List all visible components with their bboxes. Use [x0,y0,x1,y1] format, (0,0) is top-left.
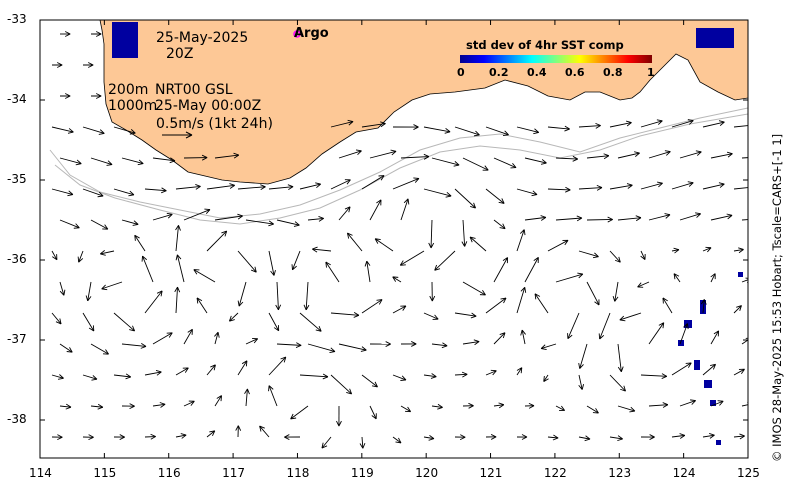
colorbar-title: std dev of 4hr SST comp [466,38,624,52]
product-label: NRT00 GSL [155,82,233,98]
x-tick-label: 123 [608,466,632,480]
x-tick-label: 119 [350,466,374,480]
y-tick-label: -38 [7,412,27,426]
isobath-200m-label: 200m [108,82,149,98]
x-tick-label: 118 [286,466,310,480]
argo-float-marker [293,30,301,38]
axis-ticks [39,19,749,458]
x-tick-label: 116 [157,466,181,480]
x-tick-label: 124 [672,466,696,480]
sst-stddev-patches [112,22,743,445]
current-vector-field [51,31,748,449]
y-tick-label: -36 [7,252,27,266]
y-tick-label: -37 [7,332,27,346]
isobath-1000m [54,113,748,225]
x-tick-label: 121 [479,466,503,480]
time-label: 20Z [166,46,194,62]
argo-label: Argo [294,26,329,41]
product-time-label: 25-May 00:00Z [155,98,262,114]
colorbar [460,55,652,63]
x-tick-label: 114 [29,466,52,480]
x-tick-label: 120 [415,466,439,480]
isobath-1000m-label: 1000m [108,98,158,114]
colorbar-tick: 0.8 [603,66,623,79]
plot-frame [39,19,749,459]
date-label: 25-May-2025 [156,30,249,46]
x-tick-label: 125 [737,466,760,480]
credit-text: © IMOS 28-May-2025 15:53 Hobart; Tscale=… [770,133,784,462]
isobath-200m [49,107,748,219]
y-tick-label: -34 [7,92,27,106]
colorbar-tick: 0.6 [565,66,585,79]
y-tick-label: -35 [7,172,27,186]
colorbar-tick: 0 [457,66,465,79]
x-tick-label: 122 [543,466,567,480]
x-tick-label: 117 [222,466,245,480]
y-tick-label: -33 [7,12,27,26]
colorbar-tick: 0.2 [489,66,509,79]
colorbar-tick: 0.4 [527,66,547,79]
x-tick-label: 115 [93,466,117,480]
colorbar-tick: 1 [647,66,655,79]
scale-label: 0.5m/s (1kt 24h) [156,116,273,132]
